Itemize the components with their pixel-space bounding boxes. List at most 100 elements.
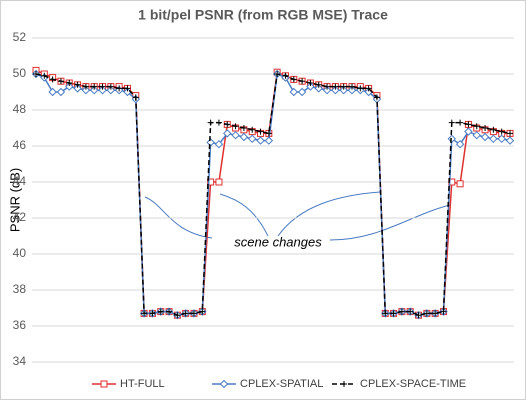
point — [347, 85, 357, 95]
legend-marker — [100, 380, 108, 388]
point — [306, 82, 315, 91]
annotation: scene changes — [234, 234, 322, 249]
point — [73, 84, 82, 93]
arrow — [329, 204, 451, 241]
point — [239, 132, 249, 142]
legend-item: HT-FULL — [92, 378, 165, 390]
point — [282, 72, 289, 79]
series — [31, 69, 515, 320]
point — [215, 178, 223, 186]
point — [482, 125, 489, 131]
point — [456, 180, 464, 188]
y-tick-label: 38 — [13, 282, 27, 296]
y-tick-label: 46 — [13, 138, 27, 152]
point — [206, 138, 215, 147]
y-tick-label: 52 — [13, 30, 27, 44]
point — [464, 127, 473, 136]
chart-title: 1 bit/pel PSNR (from RGB MSE) Trace — [138, 7, 388, 23]
point — [132, 94, 139, 101]
point — [455, 139, 465, 149]
point — [398, 308, 405, 315]
point — [99, 83, 106, 90]
point — [315, 81, 322, 88]
point — [249, 126, 256, 133]
point — [82, 83, 89, 90]
point — [472, 130, 481, 140]
point — [106, 85, 116, 95]
point — [257, 128, 264, 135]
point — [49, 76, 56, 83]
point — [339, 85, 348, 95]
point — [116, 85, 123, 92]
point — [423, 310, 430, 317]
point — [314, 84, 323, 93]
point — [457, 119, 464, 126]
point — [274, 71, 281, 77]
point — [357, 85, 364, 92]
point — [322, 85, 332, 95]
point — [373, 94, 380, 101]
point — [407, 308, 414, 315]
series — [33, 71, 513, 319]
point — [349, 83, 355, 90]
point — [299, 78, 306, 85]
y-tick-label: 36 — [13, 318, 27, 332]
legend-marker — [341, 381, 347, 387]
point — [505, 136, 515, 145]
arrow — [219, 193, 269, 237]
point — [215, 119, 222, 126]
line — [35, 73, 511, 316]
legend-label: CPLEX-SPACE-TIME — [360, 378, 466, 390]
point — [199, 308, 206, 315]
point — [207, 119, 214, 126]
y-tick-label: 34 — [13, 354, 27, 368]
point — [191, 310, 197, 317]
point — [33, 71, 39, 77]
point — [90, 85, 99, 95]
point — [265, 130, 272, 137]
point — [332, 83, 339, 90]
point — [264, 136, 274, 145]
point — [66, 80, 73, 86]
point — [157, 308, 164, 315]
point — [507, 130, 513, 137]
point — [331, 85, 340, 95]
point — [232, 123, 239, 130]
point — [207, 178, 215, 186]
point — [473, 123, 480, 130]
point — [65, 82, 74, 91]
y-tick-label: 48 — [13, 102, 27, 116]
point — [324, 83, 331, 90]
point — [174, 312, 181, 319]
point — [81, 85, 91, 95]
point — [231, 130, 240, 140]
point — [480, 132, 490, 142]
point — [307, 80, 314, 86]
point — [223, 129, 232, 138]
point — [141, 310, 148, 317]
legend-label: HT-FULL — [120, 378, 165, 390]
point — [415, 312, 422, 319]
point — [498, 128, 505, 135]
point — [497, 134, 506, 144]
point — [91, 83, 98, 90]
point — [74, 81, 81, 88]
point — [56, 87, 66, 97]
point — [107, 83, 114, 90]
point — [48, 87, 57, 97]
point — [98, 85, 107, 95]
legend-item: CPLEX-SPACE-TIME — [332, 378, 466, 390]
y-axis-label: PSNR (dB) — [7, 168, 22, 232]
point — [124, 85, 131, 92]
y-tick-label: 44 — [13, 174, 27, 188]
point — [248, 134, 257, 144]
point — [182, 310, 189, 317]
point — [41, 72, 48, 79]
point — [297, 87, 307, 97]
point — [489, 134, 498, 144]
arrow — [277, 191, 381, 237]
point — [166, 308, 173, 315]
y-tick-label: 50 — [13, 66, 27, 80]
